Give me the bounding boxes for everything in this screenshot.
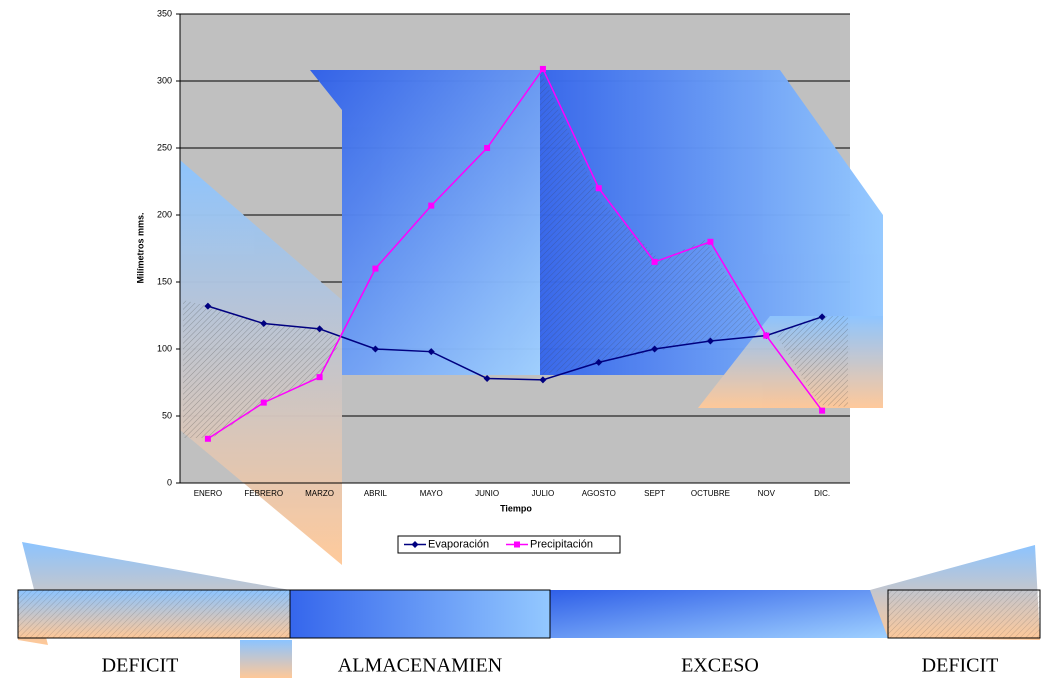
x-axis-title: Tiempo [500, 503, 532, 513]
marker [372, 265, 379, 272]
marker [428, 202, 435, 209]
x-tick-label: ENERO [194, 489, 222, 498]
marker [763, 332, 770, 339]
overlay [180, 70, 883, 565]
band-label: EXCESO [681, 655, 759, 677]
marker [484, 145, 491, 151]
x-tick-label: MARZO [305, 489, 334, 498]
marker [411, 541, 419, 548]
marker [483, 374, 491, 382]
marker [651, 258, 658, 265]
y-tick-label: 150 [157, 276, 172, 286]
marker [651, 345, 659, 353]
x-tick-label: OCTUBRE [691, 489, 730, 498]
marker [371, 345, 379, 353]
y-tick-label: 200 [157, 209, 172, 219]
legend-label: Precipitación [530, 538, 593, 550]
y-tick-label: 50 [162, 410, 172, 420]
marker [707, 238, 714, 245]
marker [260, 399, 267, 406]
y-tick-label: 350 [157, 8, 172, 18]
y-tick-label: 300 [157, 75, 172, 85]
band-label: DEFICIT [102, 655, 179, 677]
marker [204, 435, 211, 442]
x-tick-label: JUNIO [475, 489, 499, 498]
marker [595, 185, 602, 192]
x-tick-label: MAYO [420, 489, 443, 498]
x-tick-label: JULIO [532, 489, 555, 498]
y-tick-label: 250 [157, 142, 172, 152]
x-tick-label: DIC. [814, 489, 830, 498]
marker [427, 348, 435, 356]
marker [819, 407, 826, 414]
marker [539, 65, 546, 72]
x-tick-label: ABRIL [364, 489, 388, 498]
marker [316, 374, 323, 381]
y-tick-label: 100 [157, 343, 172, 353]
marker [260, 320, 268, 328]
y-axis-title: Milímetros mms. [135, 212, 145, 283]
legend-label: Evaporación [428, 538, 489, 550]
x-tick-label: AGOSTO [582, 489, 616, 498]
y-tick-label: 0 [167, 477, 172, 487]
band-label: ALMACENAMIEN [338, 655, 502, 677]
marker [539, 376, 547, 384]
bands-bg [17, 542, 1041, 678]
marker [595, 358, 603, 366]
x-tick-label: SEPT [644, 489, 665, 498]
x-tick-label: FEBRERO [244, 489, 283, 498]
marker [316, 325, 324, 333]
marker [818, 313, 826, 321]
series-line [207, 305, 823, 381]
band-label: DEFICIT [922, 655, 999, 677]
series-line [207, 67, 823, 440]
x-tick-label: NOV [758, 489, 776, 498]
marker [514, 541, 520, 548]
marker [204, 302, 212, 310]
marker [706, 337, 714, 345]
